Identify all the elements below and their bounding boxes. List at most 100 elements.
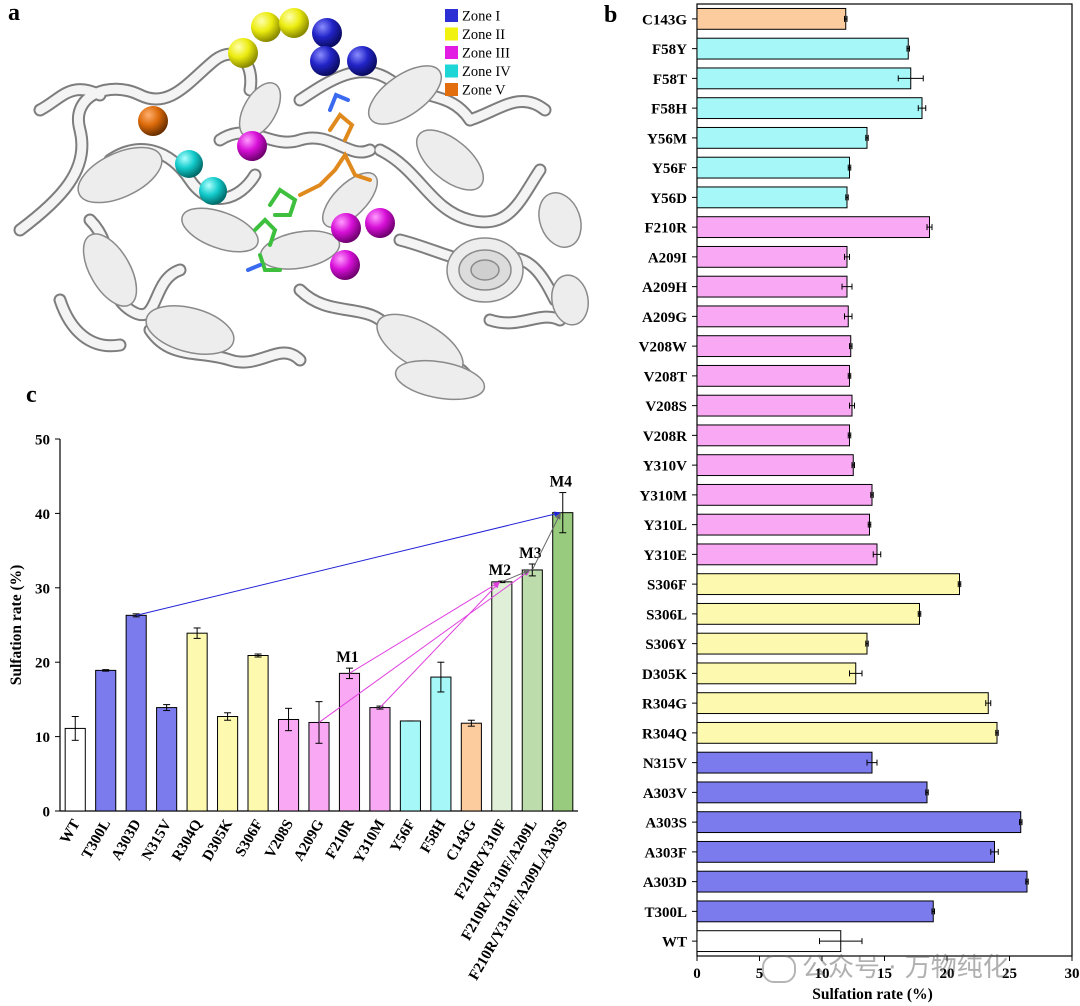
bar-c-s306f [247,655,269,812]
ytick-label-b-a303d: A303D [643,875,687,891]
arrow-head [523,569,531,575]
bar-b-a303s [696,811,1022,834]
bar-b-v208w [696,335,852,358]
bar-b-a209i [696,245,848,268]
bar-b-y56f [696,156,850,179]
xaxis-title-b: Sulfation rate (%) [812,986,933,1003]
annotation-m2: M2 [489,562,512,579]
ytick-label-c-30: 30 [35,581,50,597]
xtick-label-c-wt: WT [57,817,83,847]
ytick-label-b-a303v: A303V [643,786,687,802]
arrow-y310m-to-f210r-y310f [379,581,501,708]
annotation-m3: M3 [519,545,542,562]
bar-b-s306f [696,573,960,596]
ytick-label-b-y56f: Y56F [652,161,687,177]
bar-c-f210r-y310f-a209l-a303s [552,512,574,812]
bar-b-y310m [696,483,873,506]
bar-b-v208t [696,364,850,387]
bar-b-v208r [696,424,850,447]
legend-label-zone-iv: Zone IV [462,64,511,80]
bar-c-n315v [156,707,178,812]
bar-b-a303d [696,870,1028,893]
arrow-line [349,581,501,674]
arrow-head [555,512,561,520]
bar-b-t300l [696,900,934,923]
arrow-head [553,511,561,517]
bar-c-c143g [460,722,482,812]
bar-c-d305k [217,716,239,812]
legend-swatch-zone-i [445,9,458,22]
bar-b-f58t [696,67,912,90]
bar-b-c143g [696,7,847,30]
bar-b-a303v [696,781,928,804]
bar-b-f58y [696,37,909,60]
xtick-label-b-10: 10 [815,966,830,982]
legend-label-zone-ii: Zone II [462,27,505,43]
bar-b-n315v [696,751,873,774]
watermark-text: 公众号 · 万物纯化 [802,953,1009,983]
arrow-line [318,569,531,723]
ytick-label-b-wt: WT [662,935,687,951]
ytick-label-b-f58t: F58T [653,72,687,88]
ytick-label-b-d305k: D305K [642,667,687,683]
ytick-label-c-0: 0 [43,805,51,821]
protein-structure-illustration [13,8,590,401]
arrow-line [136,512,561,616]
ytick-label-b-v208t: V208T [644,369,687,385]
xtick-label-c-d305k: D305K [200,817,237,864]
ytick-label-b-f58h: F58H [651,102,687,118]
bar-c-v208s [277,718,300,812]
panel-label-b: b [604,2,618,28]
panel-b-bar-chart: C143G F58Y F58T F58H Y56M Y56F Y56D F210R A209I A… [639,3,1080,1003]
ytick-label-b-n315v: N315V [643,756,687,772]
bar-c-f58h [430,676,452,812]
ytick-label-b-y56m: Y56M [647,131,687,147]
arrow-f210r-y310f-a209l-to-f210r-y310f-a209l-a303s [531,512,562,571]
bar-b-y310v [696,454,854,477]
bar-b-f210r [696,216,930,239]
bar-c-f210r-y310f [491,581,513,812]
yaxis-title-c: Sulfation rate (%) [8,565,25,686]
bar-c-f210r-y310f-a209l [521,569,543,812]
bar-c-y56f [399,720,421,812]
ytick-label-b-r304g: R304G [642,697,687,713]
ytick-label-c-40: 40 [35,507,50,523]
xtick-label-b-0: 0 [693,966,701,982]
panel-label-a: a [8,0,20,26]
ytick-label-b-a209i: A209I [648,250,687,266]
panel-label-c: c [26,382,37,408]
annotation-m4: M4 [550,474,573,491]
arrow-line [379,581,501,708]
bar-b-a209g [696,305,849,328]
legend-swatch-zone-iii [445,46,458,59]
watermark: 公众号 · 万物纯化 [762,947,1009,984]
ytick-label-c-20: 20 [35,656,50,672]
bar-b-r304g [696,692,989,715]
bar-c-t300l [95,669,117,812]
arrow-head [493,581,500,589]
ytick-label-b-v208w: V208W [639,340,687,356]
ytick-label-c-10: 10 [35,730,50,746]
legend-swatch-zone-ii [445,27,458,41]
ytick-label-b-t300l: T300L [644,905,687,921]
wechat-icon [762,954,796,983]
arrow-f210r-y310f-to-f210r-y310f-a209l [501,569,531,583]
bar-c-f210r [338,672,361,812]
bar-b-a303f [696,840,995,863]
bar-b-r304q [696,721,998,744]
legend-swatch-zone-v [445,83,458,96]
ytick-label-b-a303f: A303F [645,845,688,861]
bar-b-v208s [696,394,853,417]
ytick-label-b-v208s: V208S [645,399,687,415]
xtick-label-b-15: 15 [877,966,892,982]
annotation-m1: M1 [336,649,358,666]
bar-c-a303d [125,614,147,812]
ytick-label-b-s306y: S306Y [645,637,687,653]
xtick-label-b-20: 20 [940,966,955,982]
ytick-label-b-y310m: Y310M [640,488,688,504]
bar-b-a209h [696,275,848,298]
xtick-label-b-25: 25 [1002,966,1017,982]
bar-b-y310e [696,543,878,566]
arrow-f210r-to-f210r-y310f [349,581,501,674]
